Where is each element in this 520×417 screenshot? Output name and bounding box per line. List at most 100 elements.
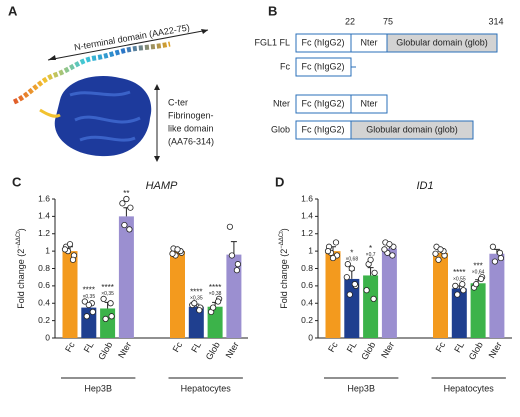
- data-point: [191, 300, 198, 307]
- data-point: [460, 287, 467, 294]
- data-point: [123, 195, 130, 203]
- x-tick-label: FL: [345, 340, 359, 354]
- data-point: [344, 261, 351, 268]
- data-point: [381, 246, 388, 253]
- data-point: [472, 281, 480, 288]
- y-tick-label: 0.4: [38, 298, 50, 308]
- y-tick-label: 0: [45, 332, 50, 342]
- fold-label: ×0,35: [82, 294, 95, 300]
- data-point: [432, 250, 439, 257]
- chart-title: HAMP: [146, 180, 178, 192]
- data-point: [437, 246, 444, 253]
- box-label: Fc (hIgG2): [301, 37, 344, 47]
- y-axis-label-sup: −ΔΔCt: [279, 231, 285, 249]
- position-label: 22: [345, 16, 355, 26]
- group-label: Hepatocytes: [444, 383, 495, 393]
- data-point: [435, 256, 442, 263]
- error-bar: [367, 267, 374, 276]
- group-label: Hepatocytes: [181, 383, 232, 393]
- bar: [451, 288, 467, 338]
- y-axis-label: Fold change (2−ΔΔCt): [279, 228, 290, 309]
- fold-label: ×0,64: [472, 270, 485, 276]
- y-tick-label: 1.2: [38, 228, 50, 238]
- significance: ***: [473, 261, 482, 270]
- data-point: [324, 248, 332, 255]
- data-point: [389, 252, 396, 259]
- protein-structure: [12, 41, 171, 157]
- y-tick-label: 0.6: [301, 280, 313, 290]
- c-term-label: Fibrinogen-: [168, 110, 214, 120]
- position-label: 75: [383, 16, 393, 26]
- panel-letter: B: [268, 3, 277, 18]
- data-point: [196, 307, 203, 314]
- y-tick-label: 1: [45, 245, 50, 255]
- error-bar: [230, 241, 237, 255]
- data-point: [454, 291, 461, 298]
- bar: [118, 216, 134, 338]
- x-tick-label: Glob: [96, 340, 114, 361]
- x-tick-label: Nter: [116, 340, 133, 360]
- box-label: Fc (hIgG2): [301, 124, 344, 134]
- data-point: [210, 304, 217, 311]
- y-tick-label: 0.4: [301, 298, 313, 308]
- x-tick-label: Fc: [63, 340, 77, 354]
- y-tick-label: 0: [308, 332, 313, 342]
- fold-label: ×0,38: [209, 291, 222, 297]
- group-label: Hep3B: [84, 383, 112, 393]
- bar: [470, 283, 486, 338]
- c-term-label: C-ter: [168, 97, 188, 107]
- data-point: [497, 254, 504, 262]
- data-point: [85, 301, 92, 309]
- x-tick-label: FL: [452, 340, 466, 354]
- y-tick-label: 1: [308, 245, 313, 255]
- y-axis-label: Fold change (2−ΔΔCt): [16, 228, 27, 309]
- n-term-arrow: [47, 29, 209, 61]
- domain-row: FGL1 FL Fc (hIgG2) Nter Globular domain …: [254, 33, 498, 53]
- y-axis-label-sup: −ΔΔCt: [16, 231, 22, 249]
- data-point: [69, 256, 77, 263]
- data-point: [215, 298, 222, 305]
- fold-label: ×0,35: [190, 296, 203, 302]
- row-label: FGL1 FL: [254, 37, 290, 47]
- data-point: [83, 313, 90, 320]
- panel-letter: A: [8, 3, 18, 18]
- y-tick-label: 1.4: [301, 211, 313, 221]
- y-axis-label-part: Fold change (2: [16, 249, 26, 309]
- y-axis-label-part: ): [16, 228, 26, 231]
- x-tick-label: Fc: [434, 340, 448, 354]
- data-point: [371, 269, 378, 276]
- data-point: [351, 281, 358, 288]
- x-tick-label: Glob: [467, 340, 485, 361]
- data-point: [121, 221, 128, 229]
- bar: [381, 248, 397, 338]
- data-point: [107, 300, 114, 307]
- significance: ****: [209, 283, 221, 292]
- group-label: Hep3B: [347, 383, 375, 393]
- data-point: [370, 295, 377, 303]
- x-tick-label: FL: [189, 340, 203, 354]
- bar: [188, 306, 204, 338]
- bar: [226, 254, 242, 338]
- significance: ****: [101, 283, 113, 292]
- data-point: [348, 265, 355, 272]
- data-point: [459, 281, 466, 288]
- data-point: [367, 256, 374, 263]
- x-tick-label: Nter: [224, 340, 241, 360]
- bar: [62, 251, 78, 338]
- data-point: [127, 204, 134, 211]
- data-point: [496, 249, 503, 256]
- domain-row: Glob Fc (hIgG2) Globular domain (glob): [271, 120, 474, 140]
- data-point: [332, 239, 340, 246]
- domain-row: Nter Fc (hIgG2) Nter: [273, 94, 388, 114]
- data-point: [126, 226, 133, 233]
- box-label: Nter: [360, 37, 377, 47]
- bar: [433, 252, 448, 338]
- significance: ****: [190, 287, 202, 296]
- data-point: [169, 250, 176, 257]
- box-label: Fc (hIgG2): [301, 98, 344, 108]
- bar: [170, 251, 185, 338]
- box-label: Nter: [360, 98, 377, 108]
- data-point: [343, 274, 350, 281]
- data-point: [228, 252, 235, 259]
